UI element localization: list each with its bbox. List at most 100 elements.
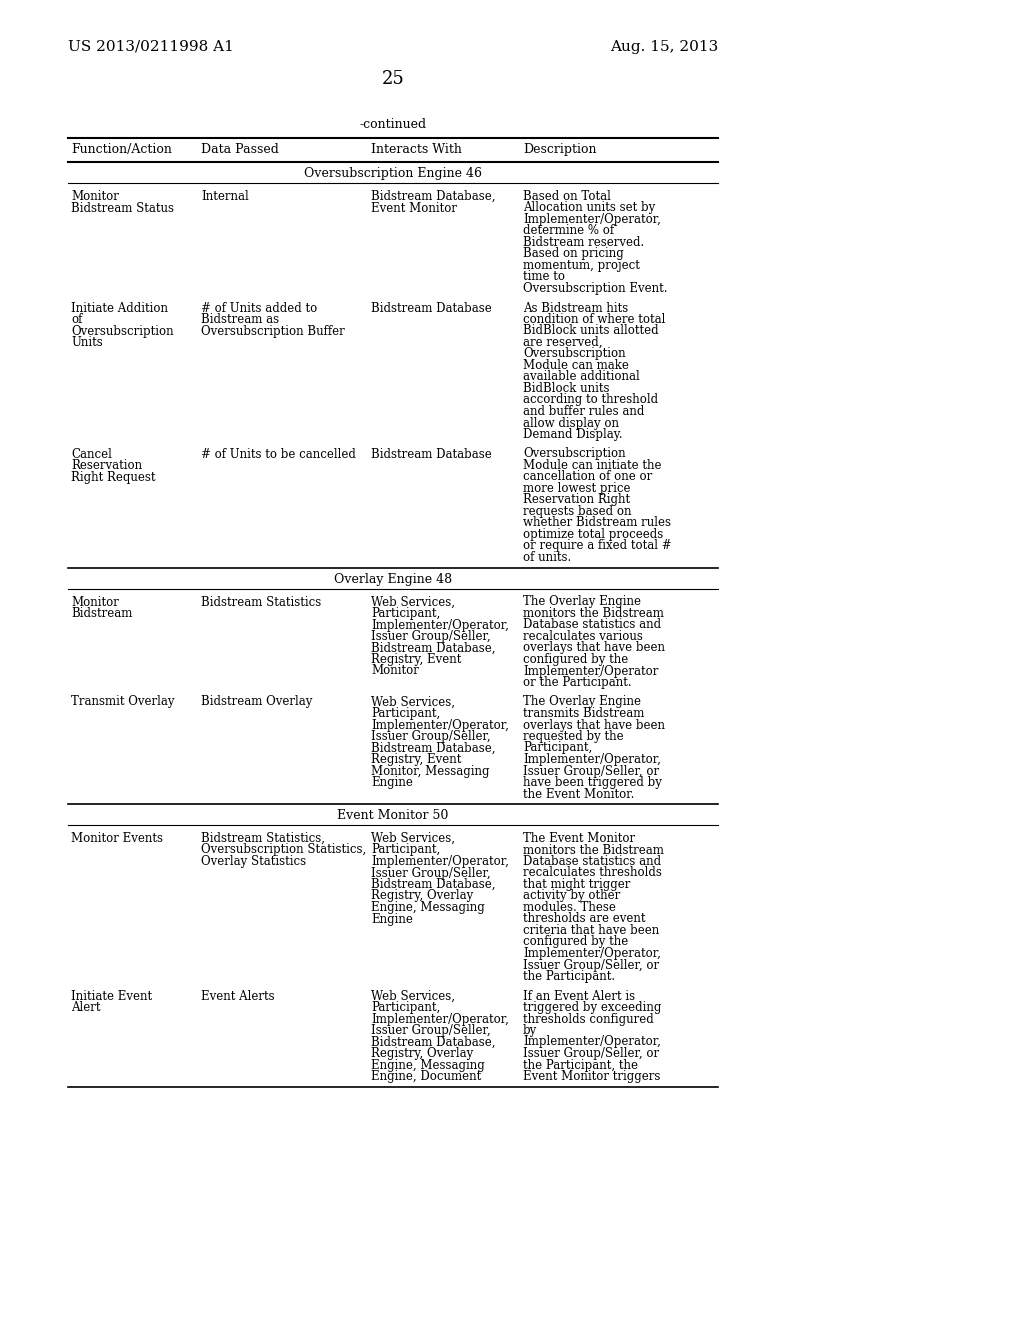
Text: BidBlock units: BidBlock units — [523, 381, 609, 395]
Text: Initiate Addition: Initiate Addition — [71, 301, 168, 314]
Text: Bidstream Database,: Bidstream Database, — [371, 190, 496, 203]
Text: Cancel: Cancel — [71, 447, 112, 461]
Text: optimize total proceeds: optimize total proceeds — [523, 528, 664, 541]
Text: more lowest price: more lowest price — [523, 482, 631, 495]
Text: thresholds configured: thresholds configured — [523, 1012, 653, 1026]
Text: Issuer Group/Seller, or: Issuer Group/Seller, or — [523, 958, 659, 972]
Text: Registry, Event: Registry, Event — [371, 752, 462, 766]
Text: transmits Bidstream: transmits Bidstream — [523, 708, 644, 719]
Text: Web Services,: Web Services, — [371, 990, 455, 1002]
Text: Bidstream Database,: Bidstream Database, — [371, 642, 496, 655]
Text: the Participant, the: the Participant, the — [523, 1059, 638, 1072]
Text: Description: Description — [523, 143, 597, 156]
Text: Bidstream: Bidstream — [71, 607, 132, 620]
Text: Implementer/Operator,: Implementer/Operator, — [523, 752, 660, 766]
Text: Oversubscription: Oversubscription — [71, 325, 174, 338]
Text: criteria that have been: criteria that have been — [523, 924, 659, 937]
Text: overlays that have been: overlays that have been — [523, 642, 665, 655]
Text: that might trigger: that might trigger — [523, 878, 631, 891]
Text: Reservation Right: Reservation Right — [523, 494, 630, 507]
Text: Allocation units set by: Allocation units set by — [523, 202, 655, 214]
Text: Implementer/Operator,: Implementer/Operator, — [371, 619, 509, 631]
Text: Bidstream Status: Bidstream Status — [71, 202, 174, 214]
Text: Module can initiate the: Module can initiate the — [523, 459, 662, 473]
Text: Participant,: Participant, — [371, 607, 440, 620]
Text: available additional: available additional — [523, 371, 640, 384]
Text: Module can make: Module can make — [523, 359, 629, 372]
Text: Right Request: Right Request — [71, 470, 156, 483]
Text: recalculates various: recalculates various — [523, 630, 643, 643]
Text: Implementer/Operator,: Implementer/Operator, — [371, 855, 509, 869]
Text: Data Passed: Data Passed — [201, 143, 279, 156]
Text: Database statistics and: Database statistics and — [523, 855, 662, 869]
Text: Implementer/Operator,: Implementer/Operator, — [523, 1035, 660, 1048]
Text: Oversubscription: Oversubscription — [523, 447, 626, 461]
Text: Participant,: Participant, — [371, 843, 440, 857]
Text: Bidstream reserved.: Bidstream reserved. — [523, 236, 644, 249]
Text: of: of — [71, 313, 82, 326]
Text: configured by the: configured by the — [523, 653, 629, 667]
Text: Implementer/Operator,: Implementer/Operator, — [523, 213, 660, 226]
Text: Bidstream Database: Bidstream Database — [371, 301, 492, 314]
Text: Engine, Messaging: Engine, Messaging — [371, 902, 484, 913]
Text: Participant,: Participant, — [371, 708, 440, 719]
Text: monitors the Bidstream: monitors the Bidstream — [523, 607, 664, 620]
Text: Function/Action: Function/Action — [71, 143, 172, 156]
Text: -continued: -continued — [359, 117, 427, 131]
Text: Monitor Events: Monitor Events — [71, 832, 163, 845]
Text: activity by other: activity by other — [523, 890, 621, 903]
Text: Alert: Alert — [71, 1001, 100, 1014]
Text: Monitor: Monitor — [71, 190, 119, 203]
Text: Implementer/Operator: Implementer/Operator — [523, 664, 658, 677]
Text: determine % of: determine % of — [523, 224, 614, 238]
Text: monitors the Bidstream: monitors the Bidstream — [523, 843, 664, 857]
Text: Issuer Group/Seller, or: Issuer Group/Seller, or — [523, 1047, 659, 1060]
Text: Web Services,: Web Services, — [371, 832, 455, 845]
Text: As Bidstream hits: As Bidstream hits — [523, 301, 629, 314]
Text: Oversubscription Event.: Oversubscription Event. — [523, 282, 668, 294]
Text: Issuer Group/Seller,: Issuer Group/Seller, — [371, 630, 490, 643]
Text: 25: 25 — [382, 70, 404, 88]
Text: Engine, Messaging: Engine, Messaging — [371, 1059, 484, 1072]
Text: Bidstream Overlay: Bidstream Overlay — [201, 696, 312, 709]
Text: Event Monitor 50: Event Monitor 50 — [337, 809, 449, 822]
Text: modules. These: modules. These — [523, 902, 615, 913]
Text: configured by the: configured by the — [523, 936, 629, 949]
Text: by: by — [523, 1024, 538, 1038]
Text: # of Units to be cancelled: # of Units to be cancelled — [201, 447, 356, 461]
Text: Issuer Group/Seller, or: Issuer Group/Seller, or — [523, 764, 659, 777]
Text: Overlay Statistics: Overlay Statistics — [201, 855, 306, 869]
Text: Issuer Group/Seller,: Issuer Group/Seller, — [371, 1024, 490, 1038]
Text: Participant,: Participant, — [523, 742, 592, 755]
Text: # of Units added to: # of Units added to — [201, 301, 317, 314]
Text: Bidstream Database: Bidstream Database — [371, 447, 492, 461]
Text: The Overlay Engine: The Overlay Engine — [523, 595, 641, 609]
Text: Bidstream Database,: Bidstream Database, — [371, 878, 496, 891]
Text: Aug. 15, 2013: Aug. 15, 2013 — [609, 40, 718, 54]
Text: Bidstream Database,: Bidstream Database, — [371, 1035, 496, 1048]
Text: have been triggered by: have been triggered by — [523, 776, 662, 789]
Text: Based on Total: Based on Total — [523, 190, 611, 203]
Text: cancellation of one or: cancellation of one or — [523, 470, 652, 483]
Text: or the Participant.: or the Participant. — [523, 676, 632, 689]
Text: Interacts With: Interacts With — [371, 143, 462, 156]
Text: Transmit Overlay: Transmit Overlay — [71, 696, 174, 709]
Text: Engine, Document: Engine, Document — [371, 1071, 481, 1082]
Text: Engine: Engine — [371, 912, 413, 925]
Text: are reserved,: are reserved, — [523, 337, 602, 348]
Text: allow display on: allow display on — [523, 417, 618, 429]
Text: momentum, project: momentum, project — [523, 259, 640, 272]
Text: The Event Monitor: The Event Monitor — [523, 832, 635, 845]
Text: of units.: of units. — [523, 550, 571, 564]
Text: Units: Units — [71, 337, 102, 348]
Text: Monitor: Monitor — [371, 664, 419, 677]
Text: Bidstream as: Bidstream as — [201, 313, 280, 326]
Text: Web Services,: Web Services, — [371, 595, 455, 609]
Text: requests based on: requests based on — [523, 506, 632, 517]
Text: the Event Monitor.: the Event Monitor. — [523, 788, 635, 800]
Text: Oversubscription Statistics,: Oversubscription Statistics, — [201, 843, 367, 857]
Text: Issuer Group/Seller,: Issuer Group/Seller, — [371, 730, 490, 743]
Text: Implementer/Operator,: Implementer/Operator, — [371, 718, 509, 731]
Text: Implementer/Operator,: Implementer/Operator, — [523, 946, 660, 960]
Text: Demand Display.: Demand Display. — [523, 428, 623, 441]
